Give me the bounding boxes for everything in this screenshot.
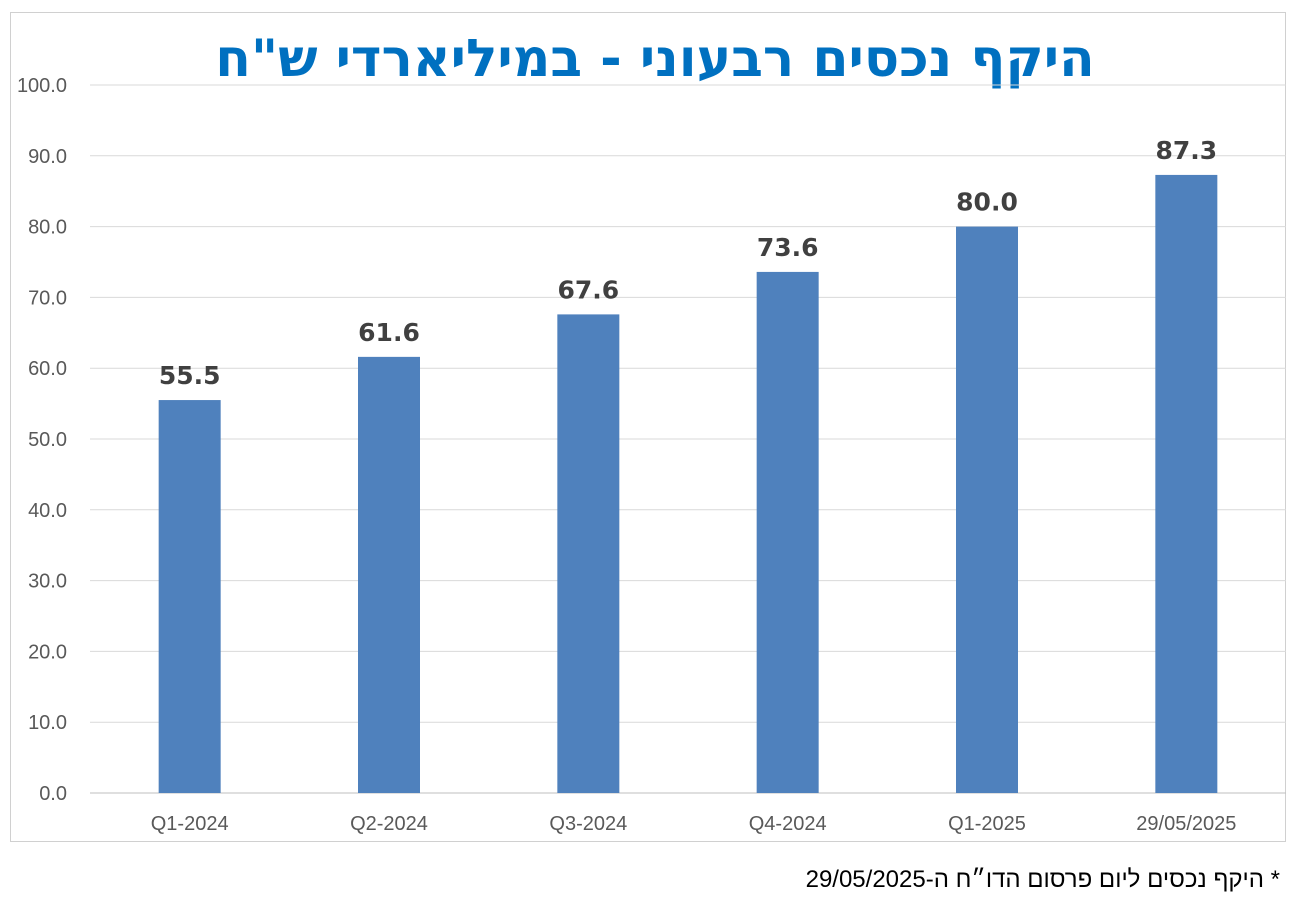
chart-frame [10, 12, 1286, 842]
bar [1155, 174, 1218, 793]
bar [557, 314, 620, 793]
bar [956, 226, 1018, 794]
x-tick-label: Q4-2024 [749, 813, 827, 835]
y-tick-label: 60.0 [28, 358, 67, 380]
chart-title: היקף נכסים רבעוני - במיליארדי ש"ח [215, 29, 1094, 89]
bar [358, 356, 420, 793]
y-tick-label: 0.0 [39, 783, 67, 805]
data-label: 80.0 [956, 188, 1018, 217]
y-tick-label: 80.0 [28, 217, 67, 239]
y-tick-label: 100.0 [17, 75, 67, 97]
data-label: 55.5 [159, 361, 221, 390]
footnote: * היקף נכסים ליום פרסום הדו״ח ה-29/05/20… [805, 866, 1280, 893]
y-tick-label: 70.0 [28, 287, 67, 309]
bar [158, 400, 221, 793]
data-label: 87.3 [1155, 136, 1217, 165]
y-tick-label: 30.0 [28, 571, 67, 593]
y-tick-label: 10.0 [28, 712, 67, 734]
x-tick-label: Q1-2025 [948, 813, 1026, 835]
data-label: 67.6 [557, 275, 619, 304]
y-tick-label: 50.0 [28, 429, 67, 451]
data-label: 61.6 [358, 318, 420, 347]
x-tick-label: Q1-2024 [151, 813, 229, 835]
bar [756, 271, 819, 793]
x-tick-label: 29/05/2025 [1136, 813, 1236, 835]
x-tick-label: Q2-2024 [350, 813, 428, 835]
y-tick-label: 20.0 [28, 641, 67, 663]
y-tick-label: 90.0 [28, 146, 67, 168]
y-tick-label: 40.0 [28, 500, 67, 522]
data-label: 73.6 [757, 233, 819, 262]
x-tick-label: Q3-2024 [549, 813, 627, 835]
